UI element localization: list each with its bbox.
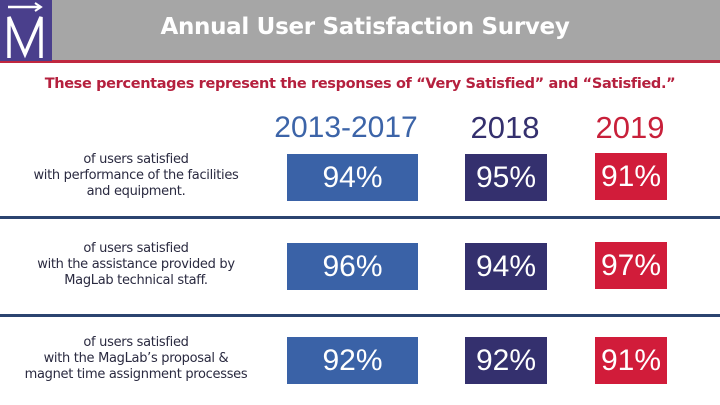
value-box-proposal-2013-2017: 92% [287, 337, 418, 384]
row-divider [0, 314, 720, 317]
page-title: Annual User Satisfaction Survey [160, 14, 570, 40]
row-label-proposal-process: of users satisfied with the MagLab’s pro… [0, 335, 272, 383]
row-label-line: with performance of the facilities [33, 168, 239, 183]
value-box-staff-2019: 97% [595, 242, 667, 289]
value-box-proposal-2019: 91% [595, 337, 667, 384]
value-box-facilities-2013-2017: 94% [287, 154, 418, 201]
row-divider [0, 216, 720, 219]
value-box-facilities-2018: 95% [465, 154, 547, 201]
value-box-staff-2018: 94% [465, 243, 547, 290]
row-label-line: of users satisfied [83, 335, 189, 350]
header-bar [0, 0, 720, 61]
value-box-staff-2013-2017: 96% [287, 243, 418, 290]
header-accent-rule [0, 60, 720, 63]
column-header-2019: 2019 [595, 110, 665, 145]
row-label-facilities: of users satisfied with performance of t… [0, 152, 272, 200]
maglab-m-arrow-icon [7, 2, 43, 59]
row-label-line: of users satisfied [83, 241, 189, 256]
value-box-proposal-2018: 92% [465, 337, 547, 384]
row-label-line: with the assistance provided by [37, 257, 235, 272]
row-label-technical-staff: of users satisfied with the assistance p… [0, 241, 272, 289]
maglab-logo [0, 0, 52, 61]
row-label-line: of users satisfied [83, 152, 189, 167]
column-header-2018: 2018 [470, 110, 540, 145]
value-box-facilities-2019: 91% [595, 153, 667, 200]
row-label-line: with the MagLab’s proposal & [43, 351, 229, 366]
row-label-line: magnet time assignment processes [24, 367, 248, 382]
subtitle: These percentages represent the response… [44, 76, 676, 92]
row-label-line: and equipment. [86, 184, 186, 199]
column-header-2013-2017: 2013-2017 [274, 111, 418, 144]
row-label-line: MagLab technical staff. [64, 273, 208, 288]
